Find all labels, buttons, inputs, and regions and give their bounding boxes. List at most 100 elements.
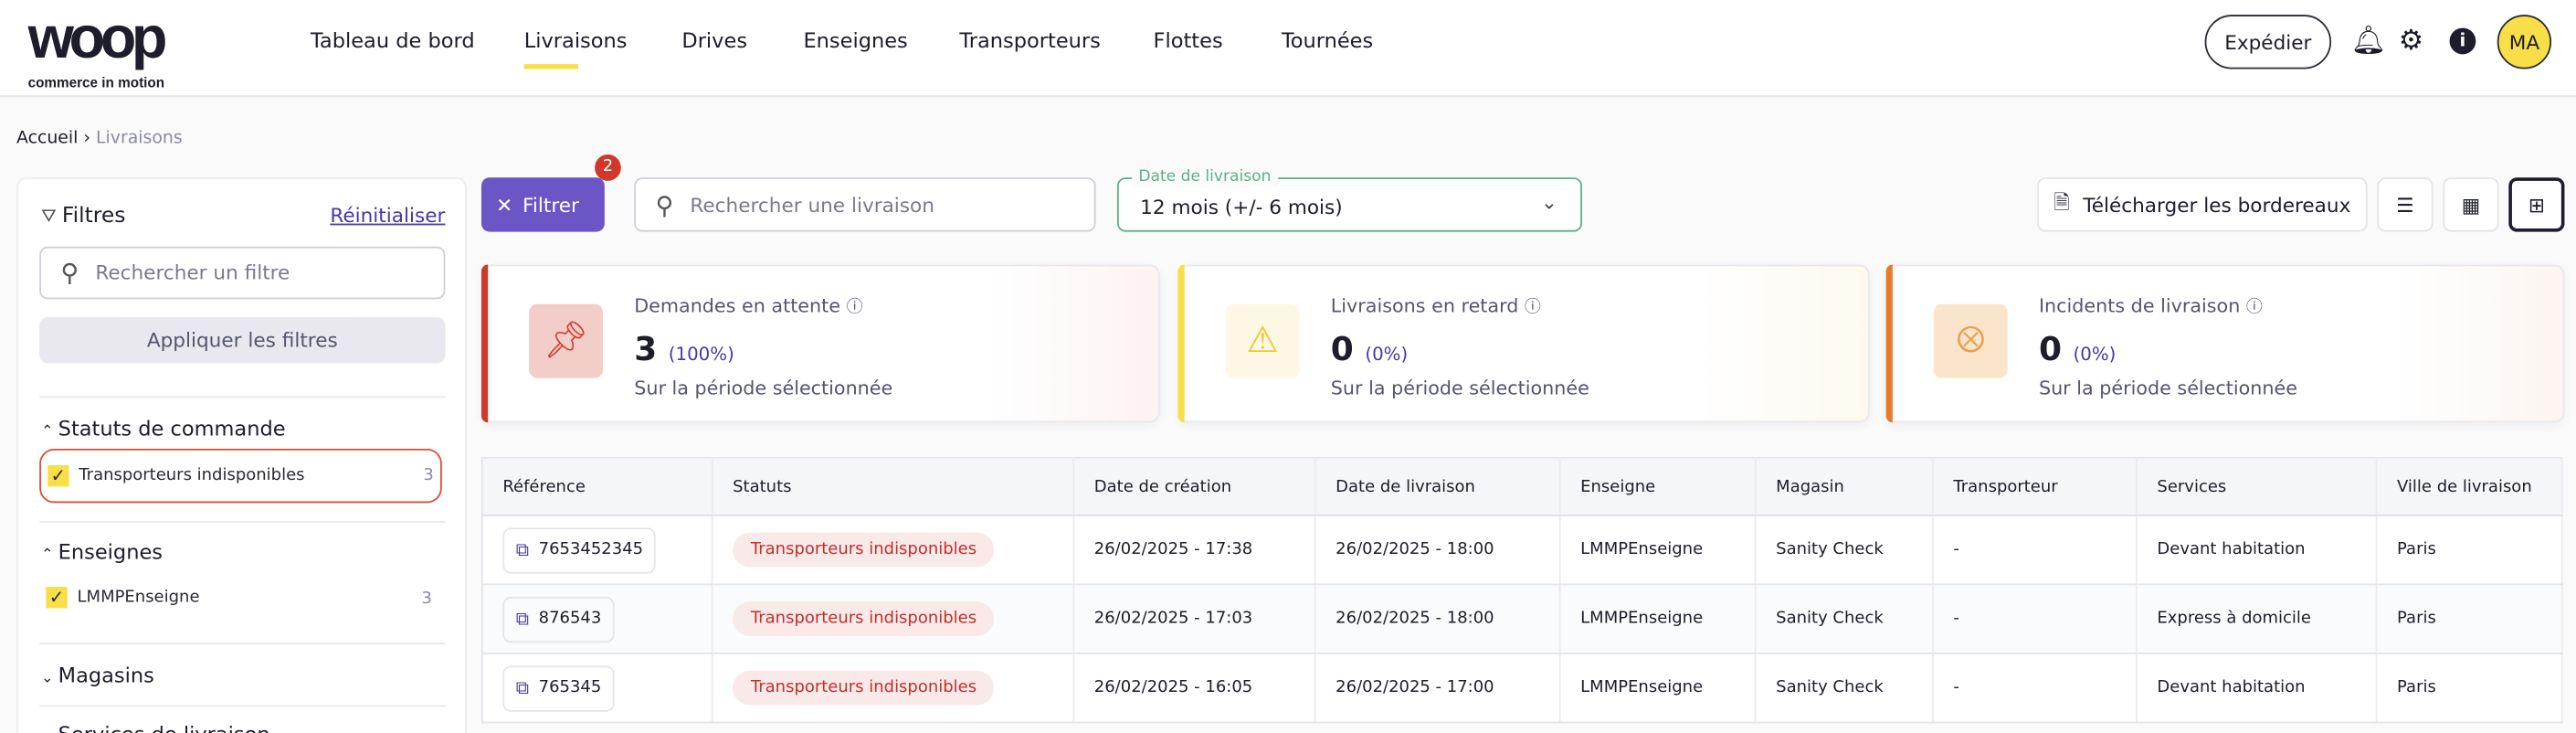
- table-cell: Express à domicile: [2136, 584, 2378, 654]
- avatar[interactable]: MA: [2497, 15, 2552, 69]
- reset-link[interactable]: Réinitialiser: [330, 204, 446, 228]
- table-cell: Transporteurs indisponibles: [712, 653, 1075, 724]
- section-magasins[interactable]: ⌄ Magasins: [40, 662, 154, 687]
- filter-count: 3: [423, 466, 434, 485]
- card-title: Livraisons en retard ⓘ: [1330, 293, 1541, 318]
- apply-filters-button[interactable]: Appliquer les filtres: [39, 317, 446, 364]
- table-cell: Paris: [2376, 653, 2563, 724]
- info-icon: ⓘ: [2245, 299, 2263, 318]
- table-cell: Paris: [2376, 584, 2563, 654]
- table-view-button[interactable]: ⊞: [2508, 177, 2565, 232]
- incident-bubble-icon: ⮾: [1933, 303, 2008, 378]
- nav-tournees[interactable]: Tournées: [1281, 27, 1374, 53]
- table-cell: Sanity Check: [1755, 584, 1934, 654]
- delivery-search-input[interactable]: ⚲ Rechercher une livraison: [634, 177, 1096, 232]
- column-header[interactable]: Date de livraison: [1314, 457, 1561, 516]
- chevron-up-icon: ⌃: [40, 424, 58, 441]
- filter-item-lmmpenseigne[interactable]: ✓ LMMPEnseigne 3: [46, 587, 441, 613]
- external-link-icon: ⧉: [515, 607, 529, 629]
- table-cell: LMMPEnseigne: [1559, 653, 1757, 724]
- column-header[interactable]: Magasin: [1755, 457, 1934, 516]
- table-cell: LMMPEnseigne: [1559, 584, 1757, 654]
- table-cell: Devant habitation: [2136, 653, 2378, 724]
- info-icon[interactable]: i: [2449, 27, 2476, 55]
- list-view-button[interactable]: ☰: [2377, 177, 2433, 232]
- reference-link[interactable]: ⧉ 765345: [502, 664, 615, 711]
- nav-enseignes[interactable]: Enseignes: [803, 27, 908, 53]
- table-cell: -: [1932, 515, 2138, 586]
- gear-icon[interactable]: ⚙: [2398, 24, 2424, 58]
- nav-livraisons[interactable]: Livraisons: [523, 27, 628, 69]
- woop-logo[interactable]: woop commerce in motion: [27, 3, 168, 90]
- filter-button[interactable]: ✕ Filtrer: [480, 177, 605, 232]
- column-header[interactable]: Enseigne: [1559, 457, 1757, 516]
- divider: [39, 643, 446, 645]
- info-icon: ⓘ: [846, 299, 863, 318]
- section-enseignes[interactable]: ⌃ Enseignes: [40, 538, 163, 564]
- reference-link[interactable]: ⧉ 876543: [502, 595, 615, 643]
- chevron-right-icon: ›: [83, 128, 97, 148]
- date-select-value: 12 mois (+/- 6 mois): [1140, 196, 1343, 219]
- section-services-de-livraison[interactable]: ⌄ Services de livraison: [41, 722, 270, 733]
- filter-count-badge: 2: [595, 154, 621, 181]
- column-header[interactable]: Services: [2136, 457, 2378, 516]
- chevron-down-icon: ⌄: [1540, 190, 1557, 214]
- search-icon: ⚲: [60, 258, 79, 288]
- checkbox-checked-icon[interactable]: ✓: [48, 464, 69, 487]
- column-header[interactable]: Date de création: [1073, 457, 1316, 516]
- date-select-label: Date de livraison: [1132, 167, 1278, 188]
- status-badge: Transporteurs indisponibles: [733, 670, 995, 706]
- card-value: 3 (100%): [634, 328, 734, 368]
- file-download-icon: 🗎: [2053, 190, 2070, 214]
- table-cell: ⧉ 876543: [481, 584, 713, 654]
- deliveries-table: Référence Statuts Date de création Date de …: [480, 456, 2563, 724]
- date-select[interactable]: Date de livraison 12 mois (+/- 6 mois) ⌄: [1116, 167, 1582, 232]
- table-cell: Transporteurs indisponibles: [712, 584, 1075, 654]
- card-subtitle: Sur la période sélectionnée: [2038, 376, 2297, 400]
- column-header[interactable]: Ville de livraison: [2376, 457, 2563, 516]
- table-row[interactable]: ⧉ 765345 Transporteurs indisponibles 26/02/…: [481, 653, 2563, 724]
- chevron-up-icon: ⌃: [40, 547, 58, 564]
- reference-link[interactable]: ⧉ 7653452345: [502, 526, 657, 573]
- table-cell: ⧉ 765345: [481, 653, 713, 724]
- nav-tableau-de-bord[interactable]: Tableau de bord: [310, 27, 475, 53]
- search-icon: ⚲: [655, 189, 674, 220]
- funnel-icon: ⛛: [40, 205, 62, 228]
- card-value: 0 (0%): [2038, 328, 2117, 368]
- nav-transporteurs[interactable]: Transporteurs: [959, 27, 1101, 53]
- bell-icon[interactable]: 🔔︎: [2350, 24, 2387, 58]
- grid-view-button[interactable]: ▦: [2443, 177, 2499, 232]
- column-header[interactable]: Statuts: [712, 457, 1075, 516]
- sticky-note-icon: 📌︎: [529, 303, 604, 378]
- breadcrumb-current: Livraisons: [96, 128, 183, 148]
- filter-search-input[interactable]: ⚲ Rechercher un filtre: [39, 246, 446, 300]
- table-cell: Transporteurs indisponibles: [712, 515, 1075, 586]
- expedier-button[interactable]: Expédier: [2204, 15, 2332, 69]
- table-cell: Sanity Check: [1755, 515, 1934, 586]
- nav-flottes[interactable]: Flottes: [1153, 27, 1223, 53]
- column-header[interactable]: Transporteur: [1932, 457, 2138, 516]
- info-icon: ⓘ: [1524, 299, 1541, 318]
- nav-drives[interactable]: Drives: [681, 27, 748, 53]
- column-header[interactable]: Référence: [481, 457, 713, 516]
- table-cell: 26/02/2025 - 17:03: [1073, 584, 1316, 654]
- table-cell: ⧉ 7653452345: [481, 515, 713, 586]
- table-cell: 26/02/2025 - 18:00: [1314, 584, 1561, 654]
- table-cell: -: [1932, 653, 2138, 724]
- filter-item-transporteurs-indisponibles[interactable]: ✓ Transporteurs indisponibles 3: [39, 448, 442, 504]
- breadcrumb-home[interactable]: Accueil: [16, 128, 79, 148]
- download-slips-button[interactable]: 🗎 Télécharger les bordereaux: [2037, 177, 2368, 232]
- section-statuts-de-commande[interactable]: ⌃ Statuts de commande: [40, 416, 286, 441]
- table-row[interactable]: ⧉ 7653452345 Transporteurs indisponibles 26…: [481, 515, 2563, 586]
- divider: [39, 521, 446, 523]
- card-incidents-de-livraison: ⮾ Incidents de livraison ⓘ 0 (0%) Sur la…: [1885, 264, 2565, 423]
- table-cell: 26/02/2025 - 18:00: [1314, 515, 1561, 586]
- list-icon: ☰: [2396, 193, 2414, 217]
- table-cell: 26/02/2025 - 17:00: [1314, 653, 1561, 724]
- filter-count: 3: [421, 590, 433, 609]
- close-icon: ✕: [496, 193, 513, 217]
- chevron-down-icon: ⌄: [41, 730, 58, 733]
- checkbox-checked-icon[interactable]: ✓: [46, 587, 68, 609]
- table-row[interactable]: ⧉ 876543 Transporteurs indisponibles 26/02/…: [481, 584, 2563, 654]
- breadcrumb: Accueil › Livraisons: [16, 128, 183, 148]
